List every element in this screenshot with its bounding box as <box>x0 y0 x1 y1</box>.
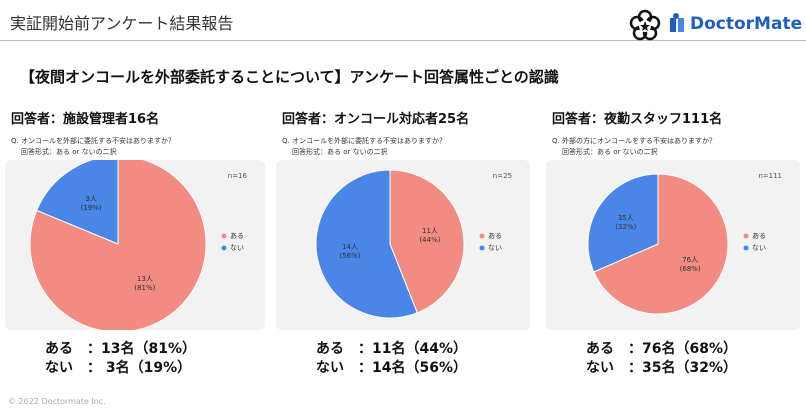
pie <box>587 173 749 315</box>
legend-label: ない <box>230 244 244 252</box>
legend-swatch <box>743 245 749 251</box>
sample-size: n=16 <box>227 172 247 180</box>
sample-size: n=111 <box>758 172 782 180</box>
legend-swatch <box>479 233 485 239</box>
legend-label: ある <box>230 232 244 240</box>
header-rule <box>0 40 806 41</box>
pie-slice <box>315 169 418 319</box>
legend-swatch <box>743 233 749 239</box>
footer: © 2022 Doctormate Inc. <box>8 397 106 406</box>
pie-slice <box>587 173 659 273</box>
slide-title: 実証開始前アンケート結果報告 <box>10 14 234 33</box>
chart-panel: n=25 11人 (44%) ある 14人 (56%) ない <box>276 160 530 330</box>
chart-title: 回答者：オンコール対応者25名 <box>282 112 470 127</box>
slice-label: 3人 (19%) <box>80 194 102 212</box>
logo-icon <box>629 9 661 41</box>
summary-line: ある ：13名（81%） <box>45 341 196 357</box>
pie-slice <box>593 173 729 315</box>
question: Q. オンコールを外部に委託する不安はありますか？ <box>11 137 175 145</box>
pie-slice <box>36 160 119 245</box>
summary-line: ない ： 3名（19%） <box>45 360 192 376</box>
slice-label: 76人 (68%) <box>679 256 701 274</box>
slice-label: 35人 (32%) <box>615 213 637 231</box>
chart-panel: n=111 76人 (68%) ある 35人 (32%) ない <box>546 160 800 330</box>
chart-panel: n=16 13人 (81%) ある 3人 (19%) ない <box>5 160 265 330</box>
summary-line: ない ：14名（56%） <box>316 360 467 376</box>
legend-label: ある <box>752 232 766 240</box>
legend-swatch <box>221 245 227 251</box>
legend-swatch <box>479 245 485 251</box>
logo-mark <box>670 13 684 32</box>
chart-title: 回答者：夜勤スタッフ111名 <box>552 112 723 127</box>
slice-label: 11人 (44%) <box>419 227 441 245</box>
legend-label: ない <box>752 244 766 252</box>
question: Q. オンコールを外部に委託する不安はありますか？ <box>282 137 446 145</box>
summary-line: ある ：11名（44%） <box>316 341 467 357</box>
answer-format: 回答形式：ある or ないの二択 <box>292 148 388 156</box>
answer-format: 回答形式：ある or ないの二択 <box>21 148 117 156</box>
chart-title: 回答者：施設管理者16名 <box>11 112 160 127</box>
answer-format: 回答形式：ある or ないの二択 <box>562 148 658 156</box>
pie <box>29 160 227 330</box>
pie <box>315 169 485 319</box>
legend-label: ある <box>488 232 502 240</box>
question: Q. 外部の方にオンコールをする不安はありますか？ <box>552 137 716 145</box>
slice-label: 14人 (56%) <box>339 242 361 260</box>
sample-size: n=25 <box>492 172 512 180</box>
summary-line: ない ：35名（32%） <box>586 360 737 376</box>
pie-slice <box>29 160 207 330</box>
legend-swatch <box>221 233 227 239</box>
slice-label: 13人 (81%) <box>134 275 156 293</box>
pie-slice <box>389 169 465 314</box>
summary-line: ある ：76名（68%） <box>586 341 737 357</box>
heading: 【夜間オンコールを外部委託することについて】アンケート回答属性ごとの認識 <box>20 68 559 86</box>
logo-text: DoctorMate <box>690 14 803 34</box>
legend-label: ない <box>488 244 502 252</box>
